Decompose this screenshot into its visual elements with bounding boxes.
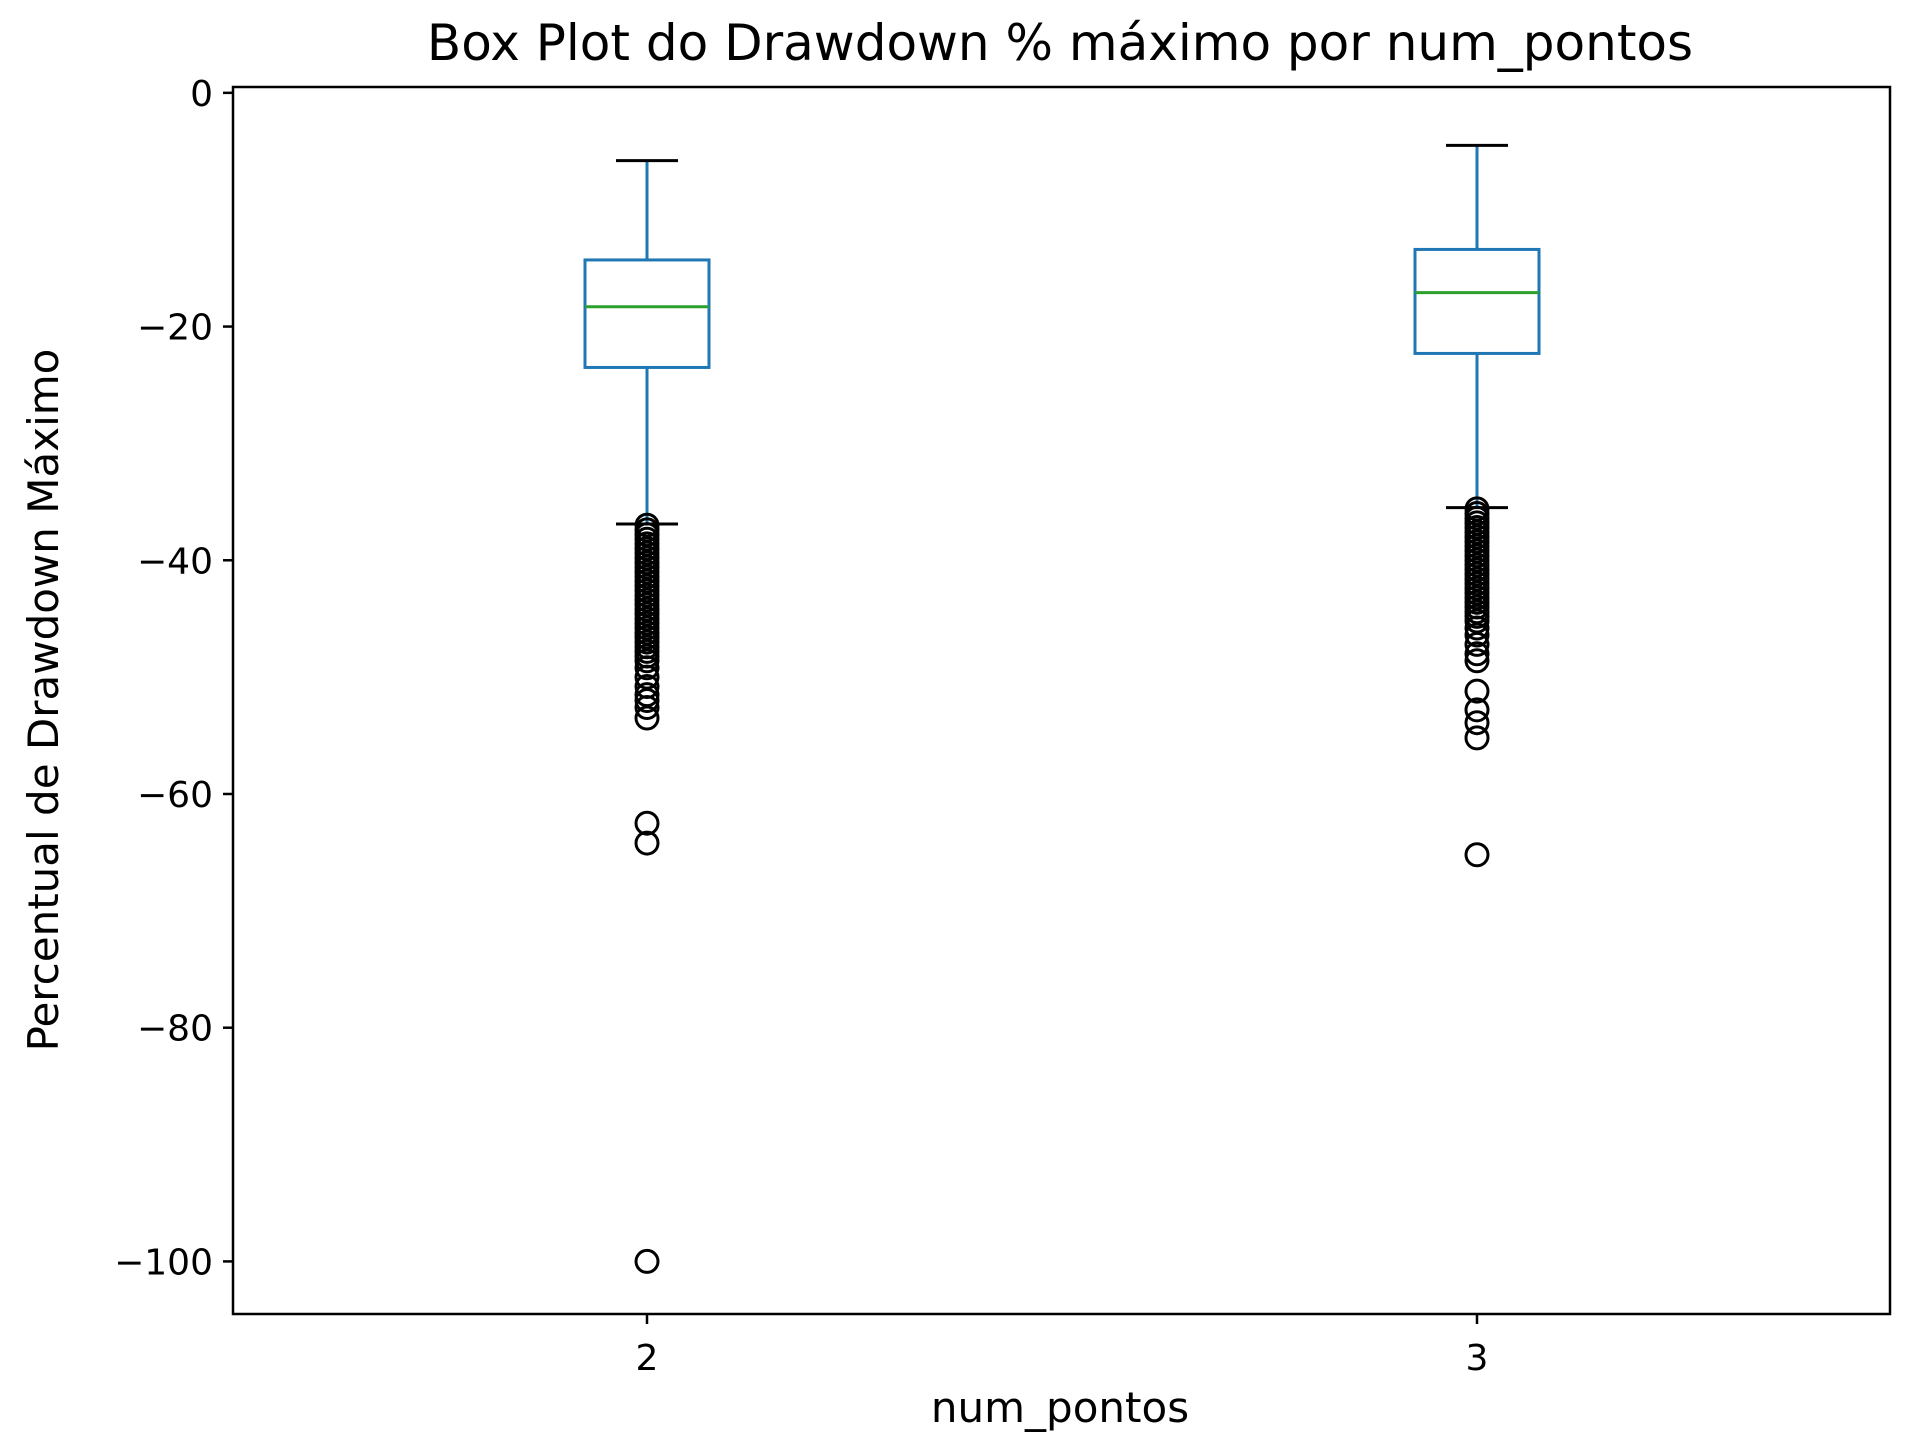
x-tick-label: 2 xyxy=(636,1338,659,1379)
plot-frame xyxy=(231,85,1892,1316)
outlier-point xyxy=(1464,622,1490,648)
outlier-point xyxy=(634,810,660,836)
box-group-2 xyxy=(583,159,711,1274)
y-tick-label: 0 xyxy=(190,74,213,115)
outlier-point xyxy=(1464,641,1490,667)
outlier-point xyxy=(1464,615,1490,641)
y-tick-label: −60 xyxy=(137,775,213,816)
x-tick-label: 3 xyxy=(1466,1338,1489,1379)
y-tick-label: −80 xyxy=(137,1009,213,1050)
outlier-point xyxy=(1464,725,1490,751)
outlier-point xyxy=(634,688,660,713)
outlier-point xyxy=(634,648,660,674)
iqr-box xyxy=(583,258,711,369)
box-group-3 xyxy=(1413,143,1541,868)
outlier-point xyxy=(634,830,660,856)
plot-area xyxy=(583,143,1541,1274)
outlier-point xyxy=(634,655,660,681)
x-axis-title: num_pontos xyxy=(931,1383,1189,1432)
y-tick-label: −20 xyxy=(137,308,213,349)
outlier-point xyxy=(1464,631,1490,657)
outlier-point xyxy=(634,1248,660,1274)
outlier-point xyxy=(1464,648,1490,674)
iqr-box xyxy=(1413,247,1541,355)
outlier-point xyxy=(634,705,660,731)
outlier-point xyxy=(1464,697,1490,723)
chart-title: Box Plot do Drawdown % máximo por num_po… xyxy=(427,14,1693,72)
outlier-point xyxy=(1464,842,1490,868)
y-tick-label: −100 xyxy=(114,1242,213,1283)
outlier-point xyxy=(1464,710,1490,736)
y-axis-title: Percentual de Drawdown Máximo xyxy=(19,349,68,1052)
outlier-point xyxy=(634,695,660,721)
outlier-point xyxy=(1464,678,1490,704)
y-tick-label: −40 xyxy=(137,541,213,582)
